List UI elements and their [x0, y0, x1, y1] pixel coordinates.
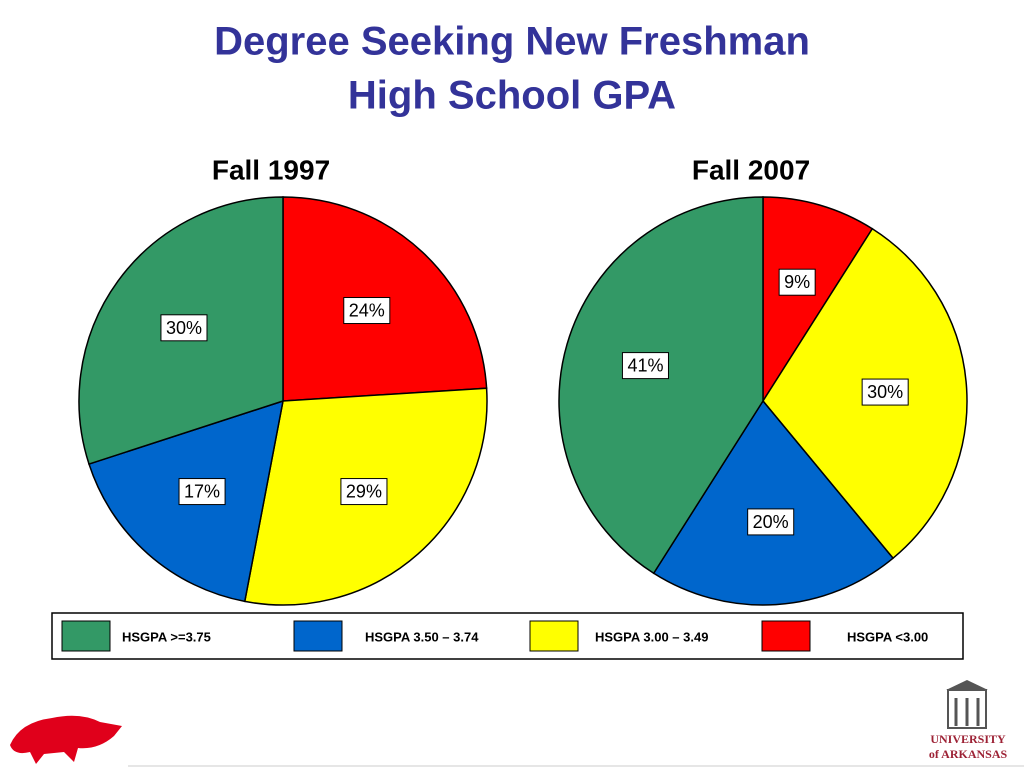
data-label: 41% — [627, 356, 663, 376]
data-label: 24% — [349, 301, 385, 321]
title-line: Degree Seeking New Freshman — [214, 20, 810, 64]
logo-text: of ARKANSAS — [929, 747, 1008, 761]
legend-label: HSGPA <3.00 — [847, 629, 928, 644]
legend-box — [51, 612, 964, 660]
legend-label: HSGPA >=3.75 — [122, 629, 211, 644]
data-label-box — [621, 352, 669, 380]
legend-swatch — [761, 620, 811, 652]
data-label-box — [343, 297, 391, 325]
hog-logo — [10, 715, 122, 764]
data-label: 30% — [166, 318, 202, 338]
data-label: 29% — [346, 482, 382, 502]
data-label-box — [747, 508, 795, 536]
data-label: 9% — [784, 272, 810, 292]
pie-title: Fall 2007 — [692, 154, 810, 185]
legend-label: HSGPA 3.00 – 3.49 — [595, 629, 708, 644]
data-label-box — [160, 314, 208, 342]
legend-swatch — [293, 620, 343, 652]
legend-label: HSGPA 3.50 – 3.74 — [365, 629, 479, 644]
data-label-box — [178, 478, 226, 506]
data-label: 30% — [867, 382, 903, 402]
title-line: High School GPA — [348, 74, 676, 118]
pie-slice — [762, 196, 874, 404]
pie-title: Fall 1997 — [212, 154, 330, 185]
data-label: 20% — [753, 512, 789, 532]
pie-slice — [652, 399, 895, 606]
university-logo: UNIVERSITY of ARKANSAS — [929, 680, 1008, 761]
data-label-box — [340, 478, 388, 506]
data-label-box — [861, 378, 909, 406]
logo-text: UNIVERSITY — [930, 732, 1006, 746]
data-label-box — [778, 268, 816, 296]
legend-swatch — [529, 620, 579, 652]
legend-swatch — [61, 620, 111, 652]
data-label: 17% — [184, 482, 220, 502]
pie-slice — [558, 196, 764, 575]
